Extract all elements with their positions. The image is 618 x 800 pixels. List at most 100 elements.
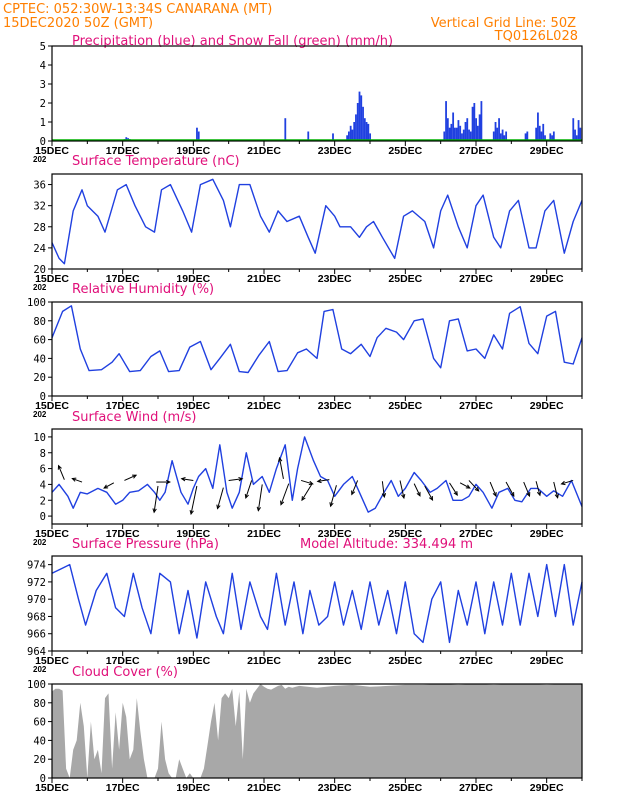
precipitation-bar — [572, 118, 575, 141]
x-tick-label: 25DEC — [388, 273, 422, 285]
year-label: 202 — [33, 538, 47, 547]
humidity-frame — [51, 301, 583, 397]
wind-arrow — [72, 478, 83, 483]
x-tick-label: 17DEC — [106, 273, 140, 285]
wind-arrow-head — [536, 491, 542, 497]
model-code: TQ0126L028 — [494, 29, 578, 44]
precipitation-bar — [348, 131, 350, 141]
wind-arrow-head — [103, 484, 109, 489]
x-tick-label: 21DEC — [247, 145, 281, 157]
precipitation-frame — [51, 45, 583, 142]
precipitation-bar — [462, 129, 465, 141]
wind-arrow — [300, 479, 313, 485]
x-tick-label: 15DEC — [35, 782, 69, 794]
x-tick-label: 25DEC — [388, 400, 422, 412]
x-tick-label: 23DEC — [318, 528, 352, 540]
wind-arrow — [413, 483, 421, 497]
x-tick-label: 27DEC — [459, 400, 493, 412]
x-tick-label: 27DEC — [459, 655, 493, 667]
precipitation-bar — [355, 114, 357, 141]
precipitation-bar — [353, 122, 356, 141]
x-tick-label: 19DEC — [176, 782, 210, 794]
year-label: 202 — [33, 665, 47, 674]
precipitation-bar — [125, 137, 128, 141]
wind-arrow — [459, 482, 471, 489]
precipitation-bar — [524, 133, 527, 141]
wind-arrow-head — [492, 492, 497, 498]
precipitation-bar — [540, 131, 543, 141]
wind-panel: Surface Wind (m/s) 0 2 4 6 8 10 15DEC 17DEC 19DEC… — [33, 410, 583, 547]
wind-arrow — [505, 481, 515, 497]
precipitation-bar — [349, 125, 352, 141]
x-tick-label: 23DEC — [318, 655, 352, 667]
precipitation-bar — [469, 131, 472, 141]
precipitation-title: Precipitation (blue) and Snow Fall (gree… — [72, 34, 393, 49]
precipitation-bar — [360, 95, 363, 141]
precipitation-bar — [544, 135, 546, 141]
wind-arrow — [279, 457, 284, 479]
precipitation-bar — [476, 125, 479, 141]
precipitation-bar — [461, 133, 463, 141]
wind-arrow-head — [301, 496, 306, 502]
wind-arrow-head — [316, 478, 322, 484]
precipitation-bar — [579, 127, 582, 141]
precipitation-bar — [535, 127, 538, 141]
wind-arrow-head — [453, 491, 458, 497]
precipitation-bar — [574, 129, 576, 141]
pressure-annotation: Model Altitude: 334.494 m — [300, 537, 473, 552]
year-label: 202 — [33, 283, 47, 292]
wind-arrow — [153, 485, 159, 513]
y-tick-label: 100 — [27, 679, 46, 691]
y-tick-label: 80 — [33, 316, 46, 328]
precipitation-bar — [358, 91, 361, 141]
wind-arrow — [424, 485, 433, 501]
precipitation-bar — [332, 133, 334, 141]
grid-line-note: Vertical Grid Line: 50Z — [431, 16, 576, 31]
year-label: 202 — [33, 410, 47, 419]
y-tick-label: 964 — [27, 646, 46, 658]
precipitation-bar — [538, 125, 541, 141]
x-tick-label: 27DEC — [459, 528, 493, 540]
wind-arrow-head — [381, 493, 387, 499]
wind-arrow — [317, 479, 330, 482]
precipitation-bar — [478, 114, 481, 141]
precipitation-bar — [284, 118, 287, 141]
wind-arrow — [553, 481, 559, 498]
x-tick-label: 17DEC — [106, 145, 140, 157]
x-tick-label: 29DEC — [530, 273, 564, 285]
precipitation-bar — [492, 131, 495, 141]
wind-arrow — [190, 485, 198, 515]
precipitation-bar — [459, 125, 462, 141]
wind-arrow-head — [189, 509, 194, 516]
y-tick-label: 20 — [33, 264, 46, 276]
x-tick-label: 17DEC — [106, 782, 140, 794]
x-tick-label: 19DEC — [176, 655, 210, 667]
y-tick-label: 20 — [33, 372, 46, 384]
precipitation-bar — [351, 129, 354, 141]
x-tick-label: 21DEC — [247, 528, 281, 540]
x-tick-label: 17DEC — [106, 655, 140, 667]
wind-line — [51, 436, 583, 513]
y-tick-label: 0 — [40, 511, 46, 523]
precipitation-bar — [452, 112, 455, 141]
humidity-title: Relative Humidity (%) — [72, 282, 214, 297]
temperature-title: Surface Temperature (nC) — [72, 154, 240, 169]
y-tick-label: 100 — [27, 297, 46, 309]
wind-arrow — [280, 483, 290, 505]
x-tick-label: 21DEC — [247, 655, 281, 667]
precipitation-bar — [503, 135, 506, 141]
wind-title: Surface Wind (m/s) — [72, 410, 196, 425]
cloud-area — [52, 684, 582, 778]
wind-arrow-head — [474, 486, 480, 492]
wind-arrow-head — [216, 504, 221, 510]
pressure-line — [51, 563, 583, 644]
x-tick-label: 23DEC — [318, 273, 352, 285]
wind-arrow — [399, 480, 405, 499]
wind-arrow-head — [57, 464, 62, 470]
y-tick-label: 0 — [40, 136, 46, 148]
x-tick-label: 23DEC — [318, 400, 352, 412]
wind-arrow-head — [280, 500, 285, 506]
pressure-panel: Surface Pressure (hPa) Model Altitude: 33… — [27, 537, 583, 674]
wind-arrow-head — [308, 480, 314, 486]
